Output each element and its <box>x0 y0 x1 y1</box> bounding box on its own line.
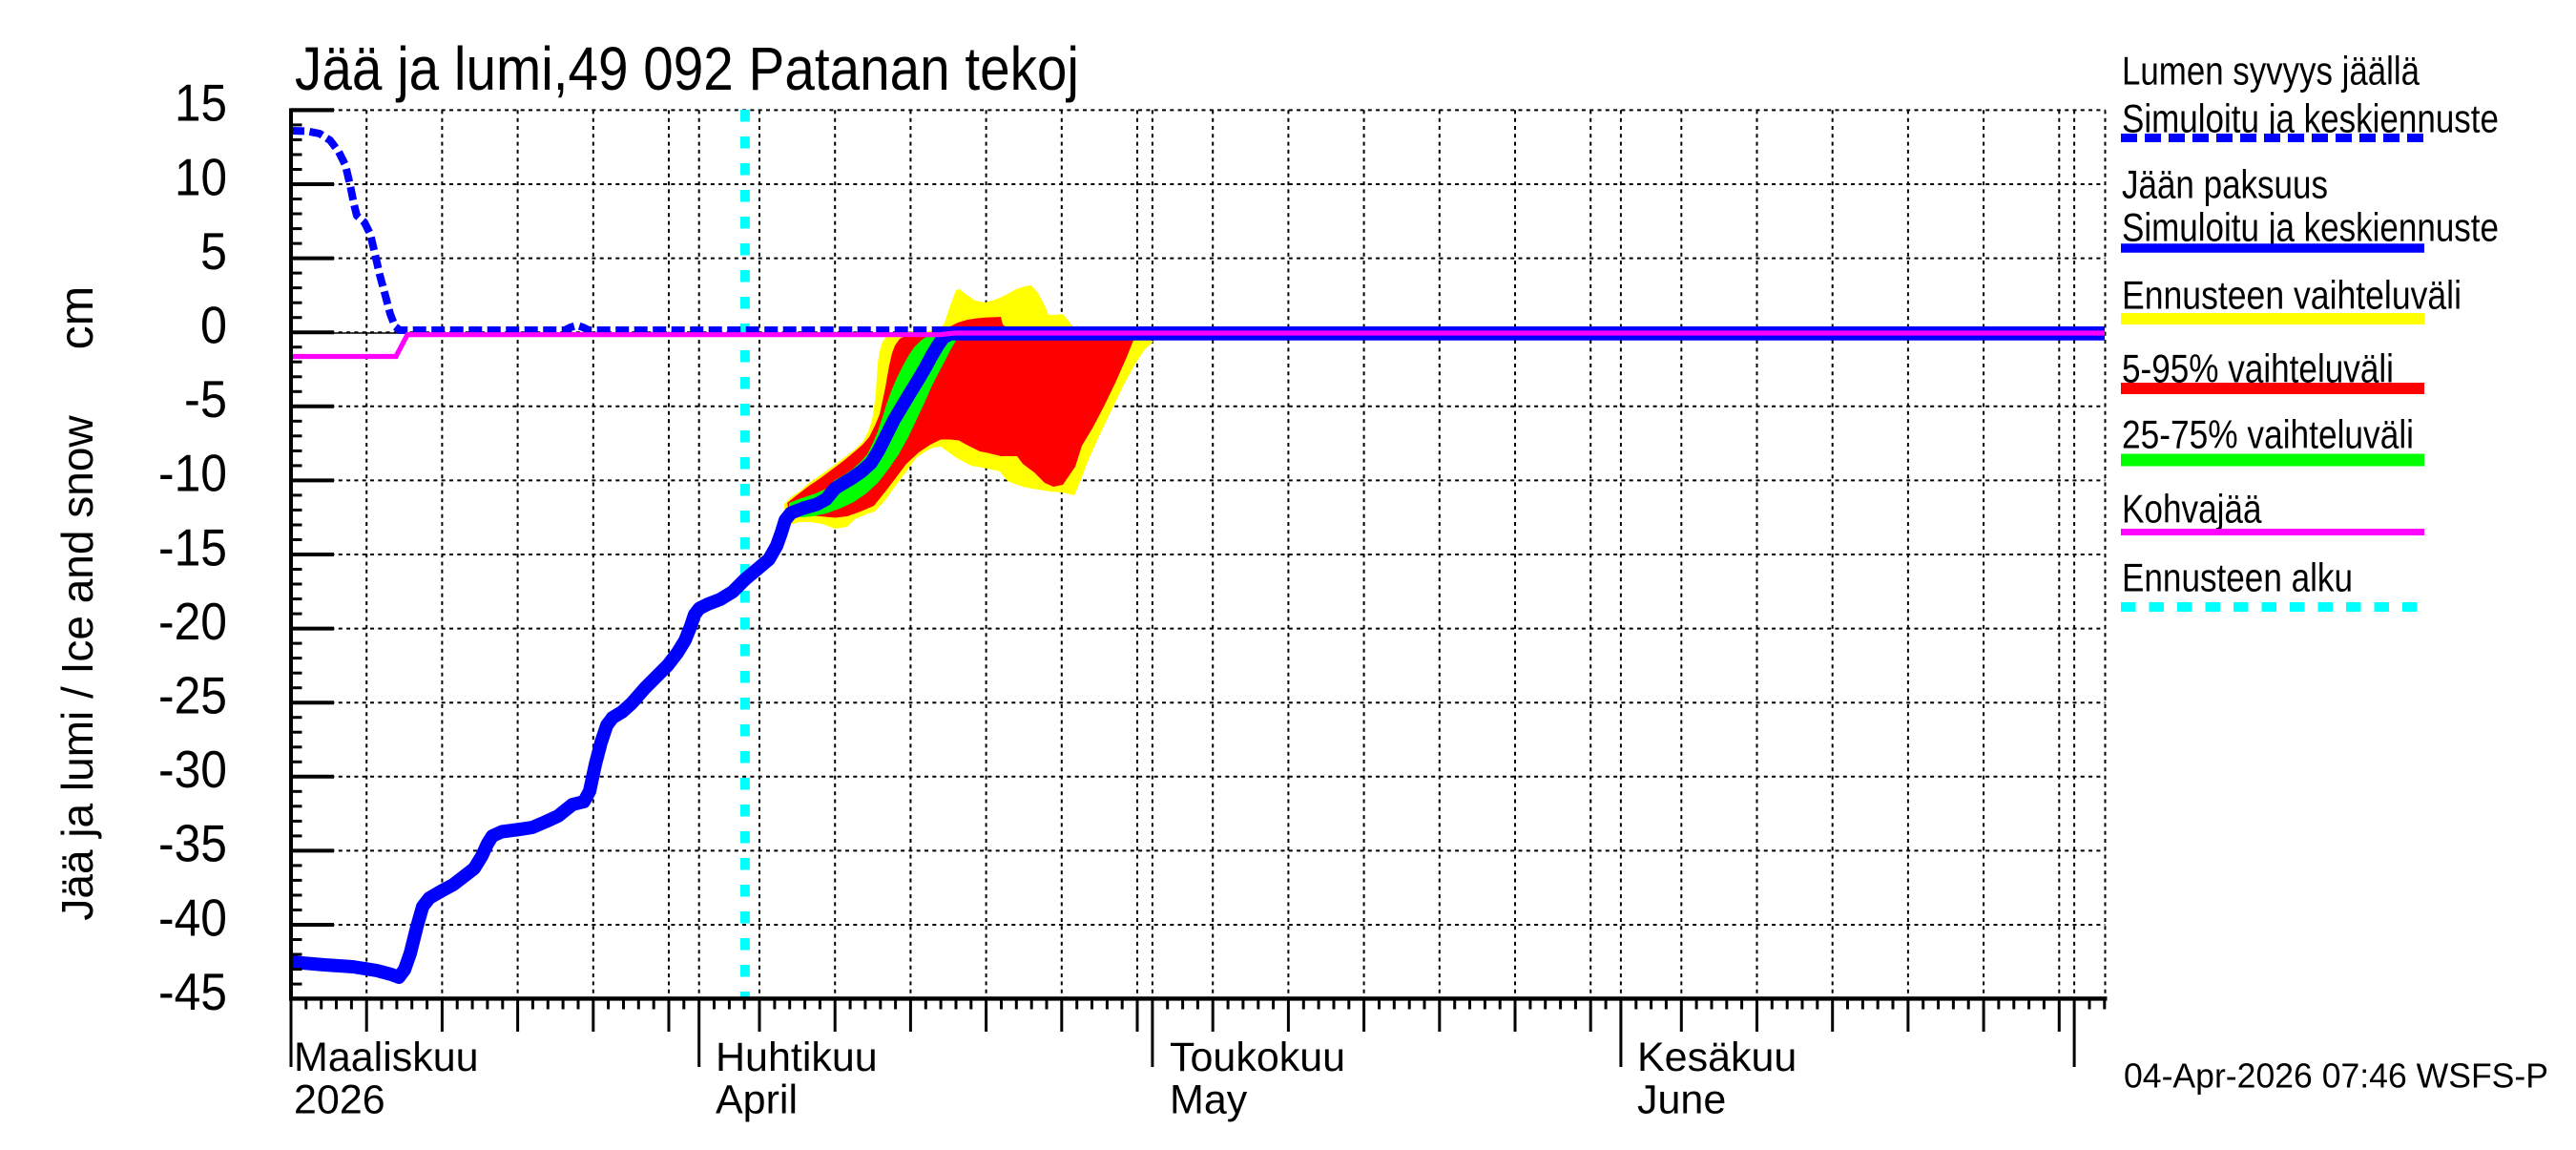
svg-text:Maaliskuu: Maaliskuu <box>294 1035 479 1080</box>
svg-text:04-Apr-2026 07:46 WSFS-P: 04-Apr-2026 07:46 WSFS-P <box>2124 1056 2548 1096</box>
svg-text:Jää ja lumi,49 092 Patanan tek: Jää ja lumi,49 092 Patanan tekoj <box>295 34 1079 103</box>
svg-text:cm: cm <box>50 286 103 350</box>
svg-text:-40: -40 <box>158 888 227 947</box>
svg-text:Simuloitu ja keskiennuste: Simuloitu ja keskiennuste <box>2122 96 2499 141</box>
svg-text:Toukokuu: Toukokuu <box>1170 1035 1345 1080</box>
svg-text:May: May <box>1170 1077 1248 1123</box>
svg-text:-5: -5 <box>184 369 227 429</box>
svg-text:Simuloitu ja keskiennuste: Simuloitu ja keskiennuste <box>2122 205 2499 250</box>
svg-text:-15: -15 <box>158 517 227 576</box>
svg-text:-35: -35 <box>158 814 227 873</box>
svg-text:April: April <box>716 1077 798 1123</box>
svg-text:Kohvajää: Kohvajää <box>2122 487 2262 532</box>
svg-text:2026: 2026 <box>294 1077 385 1123</box>
svg-text:25-75% vaihteluväli: 25-75% vaihteluväli <box>2122 412 2414 457</box>
svg-text:-30: -30 <box>158 740 227 799</box>
svg-text:Ennusteen vaihteluväli: Ennusteen vaihteluväli <box>2122 273 2462 318</box>
svg-text:Jään paksuus: Jään paksuus <box>2122 162 2328 207</box>
svg-text:Jää ja lumi / Ice and snow: Jää ja lumi / Ice and snow <box>52 415 102 921</box>
svg-text:Huhtikuu: Huhtikuu <box>716 1035 878 1080</box>
svg-text:10: 10 <box>175 147 227 206</box>
svg-text:-20: -20 <box>158 592 227 651</box>
svg-text:0: 0 <box>200 296 227 355</box>
svg-text:Kesäkuu: Kesäkuu <box>1637 1035 1797 1080</box>
svg-text:Ennusteen alku: Ennusteen alku <box>2122 555 2353 600</box>
svg-text:-45: -45 <box>158 962 227 1021</box>
svg-text:Lumen syvyys jäällä: Lumen syvyys jäällä <box>2122 49 2420 94</box>
svg-text:5: 5 <box>200 221 227 281</box>
svg-text:15: 15 <box>175 73 227 133</box>
svg-text:-25: -25 <box>158 666 227 725</box>
svg-text:-10: -10 <box>158 444 227 503</box>
svg-text:June: June <box>1637 1077 1726 1123</box>
